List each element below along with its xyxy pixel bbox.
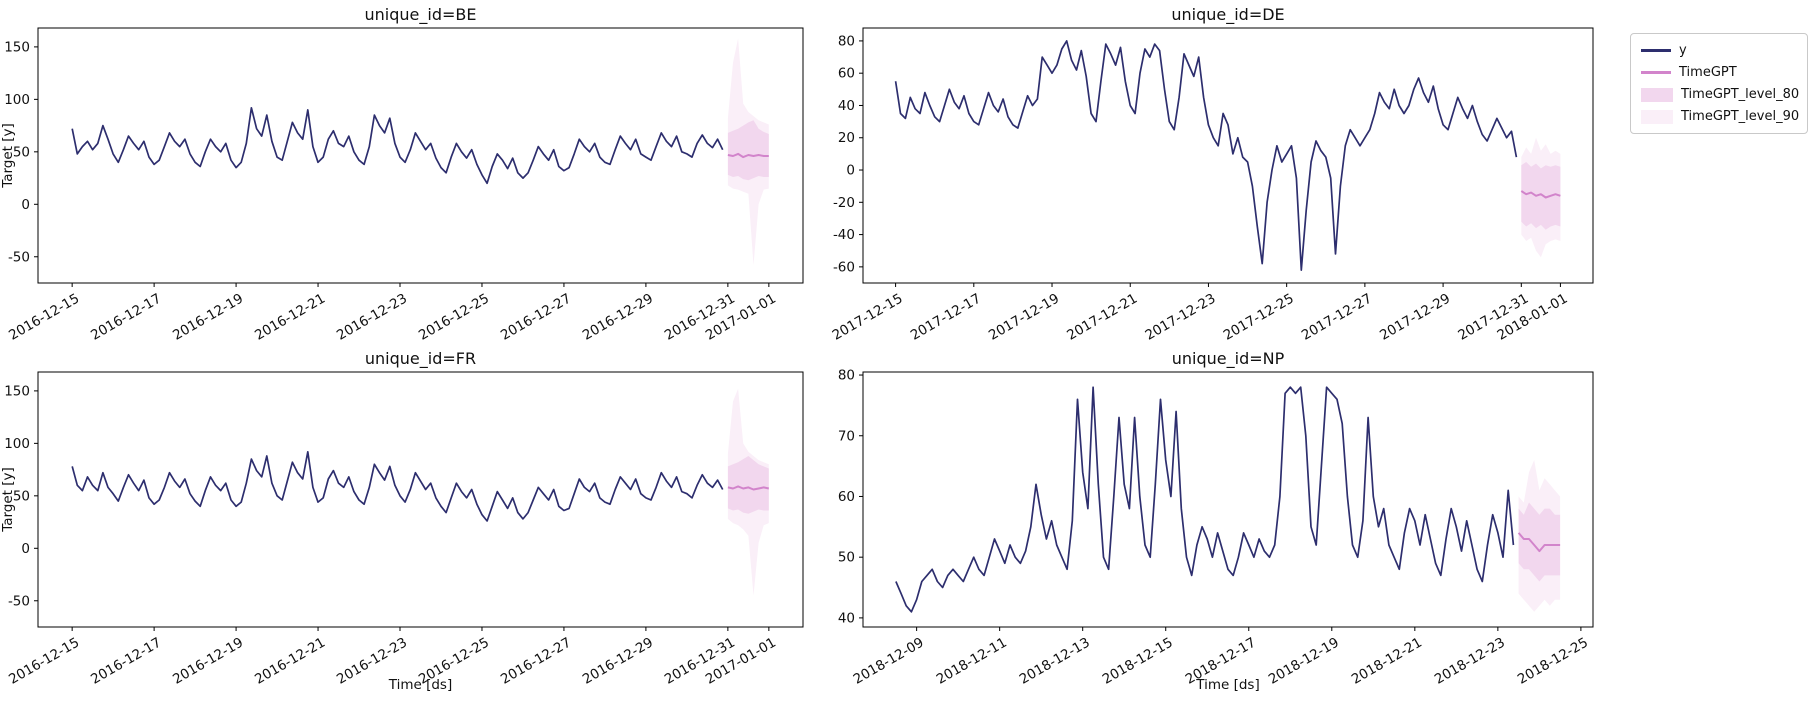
NP-plot-border: [862, 371, 1594, 628]
BE-y-axis-label: Target [y]: [0, 123, 16, 189]
FR-x-tick-label: 2016-12-29: [580, 635, 656, 688]
FR-y-tick-label: 150: [4, 383, 30, 399]
FR-y-tick-label: 100: [4, 436, 30, 452]
NP-x-tick-label: 2018-12-25: [1515, 635, 1591, 688]
legend: y TimeGPT TimeGPT_level_80 TimeGPT_level…: [1630, 33, 1808, 134]
NP-x-tick-label: 2018-12-13: [1017, 635, 1093, 688]
DE-plot-border: [862, 27, 1594, 284]
NP-x-axis-label: Time [ds]: [1195, 677, 1259, 693]
BE-y-tick-label: 100: [4, 92, 30, 108]
DE-x-tick-label: 2017-12-29: [1377, 291, 1453, 344]
BE-x-tick-label: 2016-12-27: [498, 291, 574, 344]
FR-x-tick-label: 2016-12-21: [252, 635, 328, 688]
NP-confidence-band-80: [1518, 502, 1561, 582]
BE-y-tick-label: 150: [4, 39, 30, 55]
NP-y-tick-label: 70: [838, 428, 855, 444]
legend-label: TimeGPT_level_80: [1681, 87, 1800, 102]
BE-x-tick-label: 2016-12-19: [170, 291, 246, 344]
NP-history-line: [895, 386, 1515, 613]
DE-x-tick-label: 2017-12-23: [1142, 291, 1218, 344]
FR-y-axis-label: Target [y]: [0, 467, 16, 533]
NP-subplot-title: unique_id=NP: [1172, 349, 1285, 369]
BE-x-tick-label: 2016-12-17: [88, 291, 164, 344]
NP-y-tick-label: 40: [838, 610, 855, 626]
legend-label: TimeGPT: [1679, 65, 1737, 80]
DE-x-tick-label: 2017-12-17: [908, 291, 984, 344]
NP-x-tick-label: 2018-12-15: [1100, 635, 1176, 688]
NP-x-tick-label: 2018-12-23: [1432, 635, 1508, 688]
legend-item-level-80: TimeGPT_level_80: [1641, 86, 1800, 103]
BE-x-tick-label: 2016-12-15: [6, 291, 82, 344]
NP-y-tick-label: 60: [838, 489, 855, 505]
NP-x-tick-label: 2018-12-21: [1349, 635, 1425, 688]
DE-history-line: [894, 40, 1518, 271]
BE-y-tick-label: -50: [8, 249, 30, 265]
FR-x-tick-label: 2016-12-17: [88, 635, 164, 688]
FR-plot-border: [37, 371, 804, 628]
BE-x-tick-label: 2016-12-29: [580, 291, 656, 344]
DE-x-tick-label: 2017-12-21: [1064, 291, 1140, 344]
BE-y-tick-label: 50: [13, 144, 30, 160]
NP-x-tick-label: 2018-12-19: [1266, 635, 1342, 688]
BE-history-line: [71, 106, 724, 185]
legend-label: TimeGPT_level_90: [1681, 109, 1800, 124]
FR-x-tick-label: 2016-12-19: [170, 635, 246, 688]
DE-confidence-band-80: [1521, 162, 1561, 230]
FR-confidence-band-80: [727, 456, 769, 514]
NP-y-tick-label: 80: [838, 368, 855, 384]
NP-y-tick-label: 50: [838, 550, 855, 566]
level-90-patch-swatch: [1641, 109, 1673, 124]
FR-subplot-title: unique_id=FR: [365, 349, 476, 369]
BE-subplot-title: unique_id=BE: [365, 5, 477, 25]
FR-forecast-line: [727, 485, 770, 491]
DE-x-tick-label: 2017-12-25: [1221, 291, 1297, 344]
BE-plot-border: [37, 27, 804, 284]
FR-x-axis-label: Time [ds]: [388, 677, 452, 693]
DE-y-tick-label: -40: [833, 227, 855, 243]
DE-y-tick-label: 40: [838, 98, 855, 114]
FR-y-tick-label: 0: [21, 541, 30, 557]
DE-subplot-title: unique_id=DE: [1171, 5, 1284, 25]
BE-y-tick-label: 0: [21, 197, 30, 213]
legend-item-timegpt: TimeGPT: [1641, 64, 1797, 81]
DE-y-tick-label: -60: [833, 259, 855, 275]
FR-y-tick-label: 50: [13, 488, 30, 504]
BE-x-tick-label: 2016-12-21: [252, 291, 328, 344]
DE-x-tick-label: 2017-12-27: [1299, 291, 1375, 344]
FR-history-line: [71, 450, 724, 522]
NP-forecast-line: [1517, 532, 1561, 553]
BE-x-tick-label: 2016-12-23: [334, 291, 410, 344]
FR-x-tick-label: 2016-12-27: [498, 635, 574, 688]
FR-x-tick-label: 2016-12-15: [6, 635, 82, 688]
legend-item-level-90: TimeGPT_level_90: [1641, 108, 1800, 125]
DE-x-tick-label: 2017-12-19: [986, 291, 1062, 344]
BE-confidence-band-80: [727, 120, 769, 181]
DE-y-tick-label: 80: [838, 33, 855, 49]
BE-forecast-line: [727, 152, 769, 159]
DE-y-tick-label: -20: [833, 195, 855, 211]
FR-y-tick-label: -50: [8, 593, 30, 609]
BE-x-tick-label: 2016-12-25: [416, 291, 492, 344]
DE-y-tick-label: 0: [846, 163, 855, 179]
DE-forecast-line: [1520, 190, 1561, 199]
legend-label: y: [1679, 43, 1687, 58]
legend-item-y: y: [1641, 42, 1797, 59]
NP-x-tick-label: 2018-12-11: [934, 635, 1010, 688]
DE-x-tick-label: 2017-12-15: [830, 291, 906, 344]
y-line-swatch: [1641, 49, 1671, 52]
DE-y-tick-label: 20: [838, 130, 855, 146]
timegpt-line-swatch: [1641, 71, 1671, 74]
level-80-patch-swatch: [1641, 87, 1673, 102]
NP-x-tick-label: 2018-12-09: [851, 635, 927, 688]
DE-y-tick-label: 60: [838, 66, 855, 82]
